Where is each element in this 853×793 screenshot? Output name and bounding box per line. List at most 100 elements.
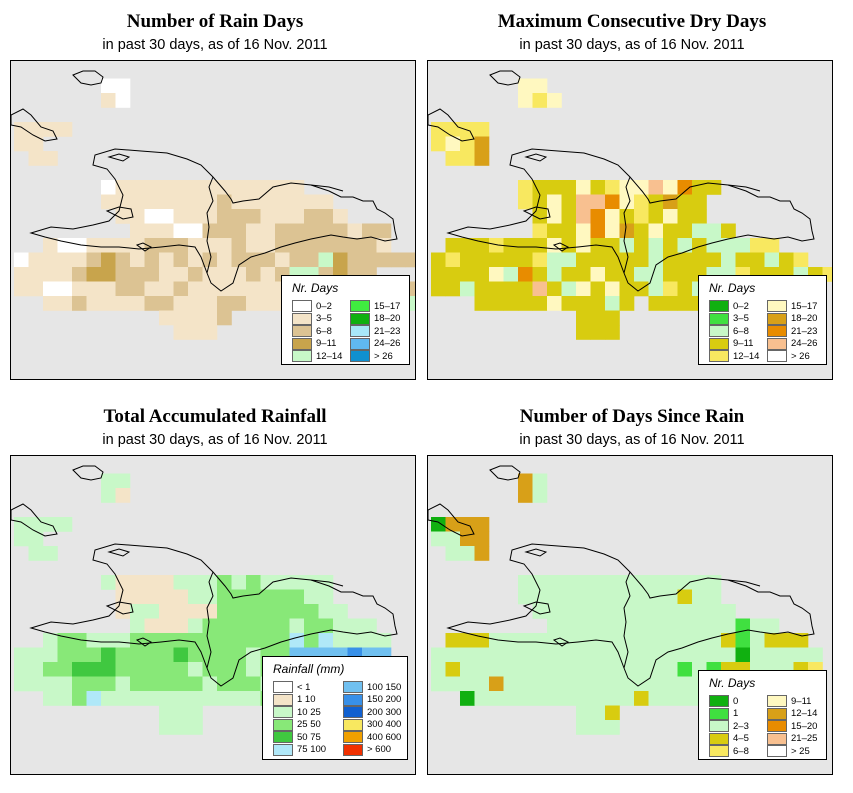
grid-cell xyxy=(474,122,490,137)
grid-cell xyxy=(648,618,664,634)
grid-cell xyxy=(663,691,678,706)
grid-cell xyxy=(460,136,475,152)
grid-cell xyxy=(43,238,58,253)
legend-swatch xyxy=(709,707,729,720)
lake-outline xyxy=(552,242,569,252)
grid-cell xyxy=(188,281,203,297)
grid-cell xyxy=(561,223,577,239)
grid-cell xyxy=(431,281,446,297)
legend-swatch xyxy=(709,732,729,745)
grid-cell xyxy=(590,252,606,268)
grid-cell xyxy=(72,676,87,692)
grid-cell xyxy=(101,691,116,706)
grid-cell xyxy=(231,252,247,268)
grid-cell xyxy=(561,647,577,663)
legend-swatch xyxy=(709,695,729,707)
grid-cell xyxy=(460,633,475,648)
grid-cell xyxy=(130,662,145,677)
grid-cell xyxy=(86,633,102,648)
coastline-inagua xyxy=(72,465,104,481)
legend-swatch xyxy=(292,337,312,350)
grid-cell xyxy=(260,618,276,634)
grid-cell xyxy=(333,633,348,648)
grid-cell xyxy=(489,633,504,648)
grid-cell xyxy=(445,267,461,282)
grid-cell xyxy=(115,252,131,268)
panel-title: Number of Days Since Rain xyxy=(519,406,745,427)
grid-cell xyxy=(634,180,649,195)
grid-cell xyxy=(304,633,319,648)
grid-cell xyxy=(202,604,218,619)
grid-cell xyxy=(115,473,131,489)
coastline-samana xyxy=(310,184,344,192)
grid-cell xyxy=(460,662,475,677)
grid-cell xyxy=(43,267,58,282)
grid-cell xyxy=(619,296,635,311)
grid-cell xyxy=(144,281,160,297)
grid-cell xyxy=(431,647,446,663)
grid-cell xyxy=(474,252,490,268)
legend-item: > 26 xyxy=(767,350,810,362)
grid-cell xyxy=(333,223,348,239)
grid-cell xyxy=(431,267,446,282)
grid-cell xyxy=(231,575,247,590)
legend-label: 1 10 xyxy=(297,694,316,705)
grid-cell xyxy=(130,296,145,311)
grid-cell xyxy=(260,575,276,590)
grid-cell xyxy=(391,252,406,268)
grid-cell xyxy=(692,604,707,619)
grid-cell xyxy=(532,691,548,706)
grid-cell xyxy=(561,194,577,210)
grid-cell xyxy=(202,633,218,648)
grid-cell xyxy=(246,589,261,605)
grid-cell xyxy=(474,546,490,561)
grid-cell xyxy=(202,180,218,195)
grid-cell xyxy=(648,604,664,619)
country-border xyxy=(206,176,214,274)
grid-cell xyxy=(518,281,533,297)
grid-cell xyxy=(217,223,232,239)
grid-cell xyxy=(532,676,548,692)
grid-cell xyxy=(275,618,290,634)
grid-cell xyxy=(532,296,548,311)
grid-cell xyxy=(474,238,490,253)
grid-cell xyxy=(663,194,678,210)
grid-cell xyxy=(260,238,276,253)
grid-cell xyxy=(532,604,548,619)
grid-cell xyxy=(72,252,87,268)
panel-subtitle: in past 30 days, as of 16 Nov. 2011 xyxy=(519,432,745,448)
grid-cell xyxy=(431,531,446,547)
legend-label: 2–3 xyxy=(733,720,749,732)
grid-cell xyxy=(260,296,276,311)
grid-cell xyxy=(518,180,533,195)
grid-cell xyxy=(101,238,116,253)
grid-cell xyxy=(347,223,363,239)
grid-cell xyxy=(677,691,693,706)
grid-cell xyxy=(503,252,519,268)
grid-cell xyxy=(605,575,620,590)
grid-cell xyxy=(547,93,562,108)
coastline-inagua xyxy=(489,70,521,86)
grid-cell xyxy=(561,618,577,634)
grid-cell xyxy=(634,604,649,619)
legend-item: 400 600 xyxy=(343,731,401,743)
grid-cell xyxy=(431,136,446,152)
grid-cell xyxy=(115,281,131,297)
grid-cell xyxy=(202,281,218,297)
legend-label: 6–8 xyxy=(733,325,749,337)
legend-item: 21–23 xyxy=(350,325,400,337)
legend-label: 18–20 xyxy=(791,313,818,324)
legend-item: 6–8 xyxy=(292,325,332,337)
grid-cell xyxy=(376,238,392,253)
grid-cell xyxy=(246,180,261,195)
grid-cell xyxy=(547,296,562,311)
grid-cell xyxy=(376,252,392,268)
grid-cell xyxy=(503,267,519,282)
grid-cell xyxy=(246,575,261,590)
grid-cell xyxy=(217,691,232,706)
grid-cell xyxy=(217,618,232,634)
grid-cell xyxy=(460,238,475,253)
grid-cell xyxy=(561,676,577,692)
legend-swatch xyxy=(292,312,312,325)
legend-label: 75 100 xyxy=(297,744,327,755)
